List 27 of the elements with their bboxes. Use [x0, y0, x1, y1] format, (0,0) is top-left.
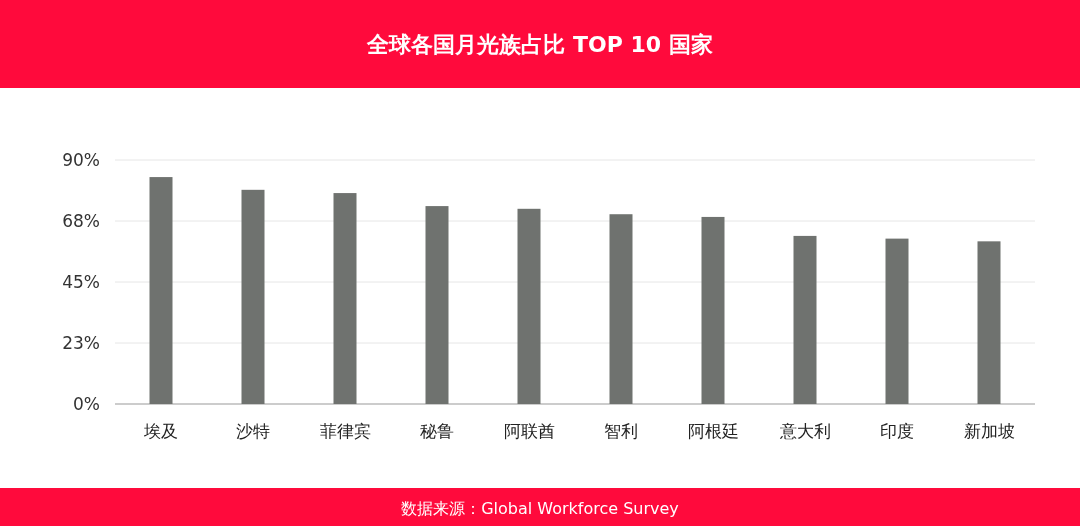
x-tick-label: 印度 — [880, 421, 914, 441]
y-tick-label: 45% — [62, 272, 100, 292]
bar — [149, 177, 173, 404]
bar — [241, 189, 265, 404]
bar — [333, 193, 357, 404]
bar — [517, 208, 541, 404]
y-tick-label: 68% — [62, 211, 100, 231]
y-tick-label: 0% — [73, 394, 100, 414]
y-tick-label: 90% — [62, 150, 100, 170]
bar — [977, 241, 1001, 404]
x-tick-label: 埃及 — [143, 421, 178, 441]
x-tick-label: 新加坡 — [963, 421, 1015, 441]
x-tick-label: 智利 — [604, 421, 638, 441]
bar — [885, 238, 909, 404]
source-note: 数据来源：Global Workforce Survey — [401, 499, 679, 518]
x-tick-label: 意大利 — [778, 421, 831, 441]
bar — [425, 206, 449, 404]
bar — [609, 214, 633, 404]
bar — [701, 216, 725, 404]
bar — [793, 235, 817, 404]
y-tick-label: 23% — [62, 333, 100, 353]
x-tick-label: 秘鲁 — [420, 421, 454, 441]
chart-title: 全球各国月光族占比 TOP 10 国家 — [366, 32, 713, 57]
x-tick-label: 菲律宾 — [319, 421, 371, 441]
x-tick-label: 阿联酋 — [503, 421, 555, 441]
x-tick-label: 阿根廷 — [687, 421, 739, 441]
x-tick-label: 沙特 — [236, 421, 270, 441]
